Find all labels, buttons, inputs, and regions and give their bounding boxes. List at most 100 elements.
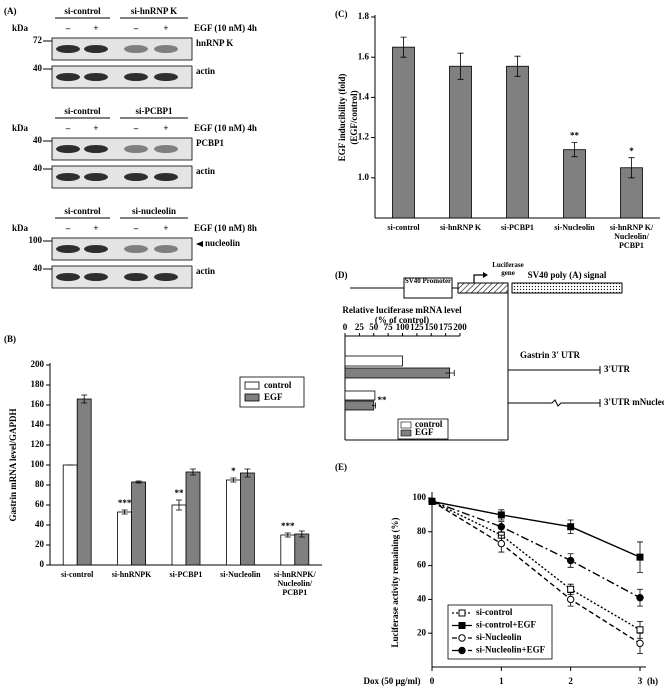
treatment-sign: – [65,123,71,133]
bar [76,398,92,566]
blot-band [84,273,108,281]
marker [458,609,466,617]
blot-band [56,73,80,81]
y-tick-label: 40 [417,593,427,603]
bar [563,149,586,219]
x-tick-label-box: si-PCBP1 [169,571,203,579]
marker [567,585,575,593]
treatment-sign: + [163,123,168,133]
group-label: si-PCBP1 [136,106,173,116]
group-label: si-control [64,6,101,16]
bar [62,464,78,566]
x-tick-label-box: si-control [387,224,419,232]
marker [428,497,436,506]
significance-mark: ** [570,131,580,141]
bar [449,65,472,219]
marker [566,556,575,565]
x-tick-label: si-Nucleolin [220,571,261,579]
treatment-sign: – [133,123,139,133]
treatment-sign: – [133,23,139,33]
legend-swatch [400,429,412,437]
y-tick-label: 200 [31,359,45,369]
treatment-sign: – [133,223,139,233]
size-marker: 40 [33,63,43,73]
protein-label: actin [196,66,215,76]
x-tick-label: si-PCBP1 [169,571,203,579]
x-tick-label: 3 [638,676,643,686]
construct-line [508,399,600,407]
protein-label: nucleolin [205,238,240,248]
promoter-arrow [473,274,484,283]
x-tick-label: 125 [410,322,424,332]
luciferase-box [457,282,509,294]
x-tick-label: si-control [61,571,94,579]
bar [131,481,147,566]
x-tick-label: 1 [499,676,504,686]
x-tick-label: 0 [343,322,348,332]
y-axis-label: EGF inducibility (fold) [337,74,347,162]
marker [567,523,575,531]
x-tick-label-box: si-Nucleolin [554,224,594,232]
blot-band [84,145,108,153]
x-tick-label-box: si-hnRNP K [439,224,482,232]
size-marker: 40 [33,163,43,173]
construct-label: 3'UTR [604,364,631,374]
legend-swatch [244,393,260,402]
promoter-label-box: SV40 Promoter [404,278,452,285]
marker [636,553,644,561]
blot-band [56,273,80,281]
y-tick-label: 160 [31,399,45,409]
blot-band [124,245,148,253]
legend-label: EGF [415,427,434,437]
y-axis-label: Gastrin mRNA level/GAPDH [8,409,18,522]
error-bar [121,509,128,515]
y-tick-label: 60 [35,499,45,509]
promoter-label: SV40 Promoter [404,278,452,285]
marker [458,646,466,655]
kda-label: kDa [12,123,29,133]
marker [566,595,575,604]
panel-label: (B) [4,334,16,344]
series-line [431,500,641,599]
marker [458,634,466,642]
y-tick-label: 60 [417,560,427,570]
group-label: si-hnRNP K [131,6,177,16]
marker [497,511,505,519]
blot-band [84,73,108,81]
x-tick-label: si-hnRNPK [111,571,152,579]
legend-swatch [400,421,412,429]
bar [280,534,296,566]
x-tick-label: 200 [453,322,467,332]
y-axis-label: Luciferase activity remaining (%) [390,517,400,647]
error-bar [298,530,305,538]
group-label: si-control [64,106,101,116]
blot-band [84,173,108,181]
size-marker: 40 [33,263,43,273]
x-tick-label: si-hnRNP K [439,224,482,232]
blot-band [124,45,148,53]
x-tick-label: 2 [568,676,573,686]
x-tick-label: 0 [430,676,435,686]
blot-band [56,45,80,53]
x-tick-label-box: si-control [61,571,94,579]
kda-label: kDa [12,223,29,233]
y-tick-label: 20 [417,627,427,637]
error-bar [230,477,237,483]
y-tick-label: 1.4 [358,91,370,101]
bar [344,367,451,379]
legend-label: si-control+EGF [476,620,536,630]
blot-band [84,245,108,253]
significance-mark: *** [281,521,295,531]
treatment-sign: + [163,23,168,33]
error-bar [135,480,142,484]
blot-frame [51,65,193,89]
error-bar [81,394,88,404]
legend-label: control [264,380,292,390]
x-axis-label: (% of control) [375,315,429,325]
error-bar [244,468,251,478]
y-tick-label: 100 [31,459,45,469]
protein-label: actin [196,166,215,176]
blot-band [154,73,178,81]
bar [117,511,132,566]
blot-band [56,245,80,253]
